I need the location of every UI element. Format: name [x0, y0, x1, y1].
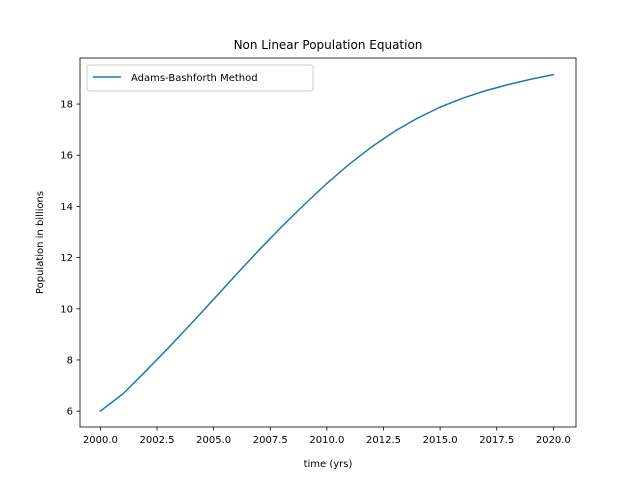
x-tick-label: 2005.0	[196, 435, 231, 446]
series-layer	[99, 73, 555, 413]
x-tick-label: 2000.0	[83, 435, 118, 446]
x-tick-label: 2020.0	[536, 435, 571, 446]
chart-title: Non Linear Population Equation	[234, 38, 423, 52]
x-tick-label: 2010.0	[309, 435, 344, 446]
y-tick-label: 8	[67, 355, 73, 366]
y-tick-label: 6	[67, 407, 73, 418]
x-tick-label: 2007.5	[253, 435, 288, 446]
legend-box	[86, 64, 314, 92]
plot-area	[79, 57, 577, 428]
axes-frame	[79, 57, 577, 428]
y-tick-label: 14	[60, 202, 73, 213]
x-tick-label: 2015.0	[423, 435, 458, 446]
x-tick-label: 2002.5	[140, 435, 175, 446]
y-tick-label: 18	[60, 100, 73, 111]
y-axis-ticks: 6 8 10 12 14 16 18	[60, 100, 80, 418]
x-axis-label: time (yrs)	[304, 459, 353, 470]
x-tick-label: 2012.5	[366, 435, 401, 446]
series-line-adams-bashforth	[99, 73, 555, 413]
y-axis-label: Population in billions	[35, 191, 46, 294]
y-tick-label: 12	[60, 253, 73, 264]
x-axis-ticks: 2000.0 2002.5 2005.0 2007.5 2010.0 2012.5 2015…	[83, 427, 571, 446]
y-tick-label: 10	[60, 304, 73, 315]
x-tick-label: 2017.5	[479, 435, 514, 446]
legend-entry-label: Adams-Bashforth Method	[131, 73, 258, 84]
legend: Adams-Bashforth Method	[86, 64, 314, 92]
y-tick-label: 16	[60, 151, 73, 162]
